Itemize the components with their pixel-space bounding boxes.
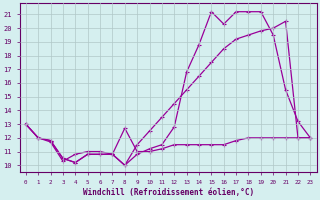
X-axis label: Windchill (Refroidissement éolien,°C): Windchill (Refroidissement éolien,°C) (83, 188, 254, 197)
